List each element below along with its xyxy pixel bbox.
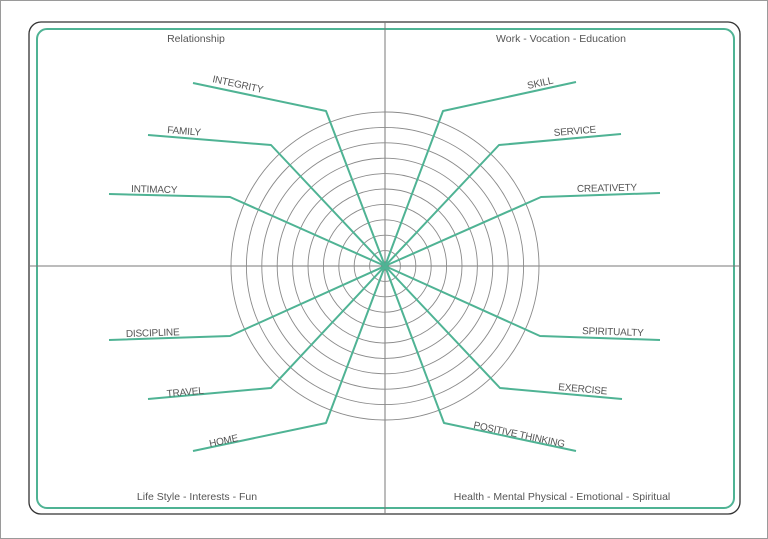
spoke-family (147, 134, 386, 267)
label-service: SERVICE (553, 125, 597, 139)
label-travel: TRAVEL (166, 386, 204, 400)
spoke-intimacy (108, 193, 386, 267)
quadrant-title-work: Work - Vocation - Education (496, 33, 626, 45)
label-creativety: CREATIVETY (577, 183, 638, 195)
quadrant-title-lifestyle: Life Style - Interests - Fun (137, 491, 257, 503)
ring (230, 111, 540, 421)
spokes (108, 81, 661, 452)
concentric-rings (230, 111, 540, 421)
ring (322, 203, 448, 329)
spoke-travel (147, 265, 386, 400)
label-positive-thinking: POSITIVE THINKING (472, 420, 566, 450)
ring (276, 157, 494, 375)
spoke-positive-thinking (384, 265, 577, 452)
ring (261, 142, 509, 390)
ring (292, 173, 478, 359)
spoke-exercise (384, 265, 623, 400)
ring (245, 126, 525, 406)
label-discipline: DISCIPLINE (126, 327, 180, 340)
label-exercise: EXERCISE (558, 382, 608, 397)
quadrant-title-relationship: Relationship (167, 33, 225, 45)
label-intimacy: INTIMACY (131, 184, 178, 196)
spoke-discipline (108, 265, 386, 341)
spoke-integrity (192, 82, 386, 267)
ring (307, 188, 463, 344)
ring (369, 250, 401, 282)
spoke-creativety (384, 192, 661, 267)
spoke-service (384, 133, 622, 267)
spoke-home (192, 265, 386, 452)
quadrant-title-health: Health - Mental Physical - Emotional - S… (454, 491, 671, 503)
label-home: HOME (208, 433, 239, 450)
spoke-skill (384, 81, 577, 267)
label-spiritualty: SPIRITUALTY (582, 326, 644, 339)
ring (353, 234, 417, 298)
label-family: FAMILY (167, 125, 202, 139)
spoke-spiritualty (384, 265, 661, 341)
ring (338, 219, 432, 313)
